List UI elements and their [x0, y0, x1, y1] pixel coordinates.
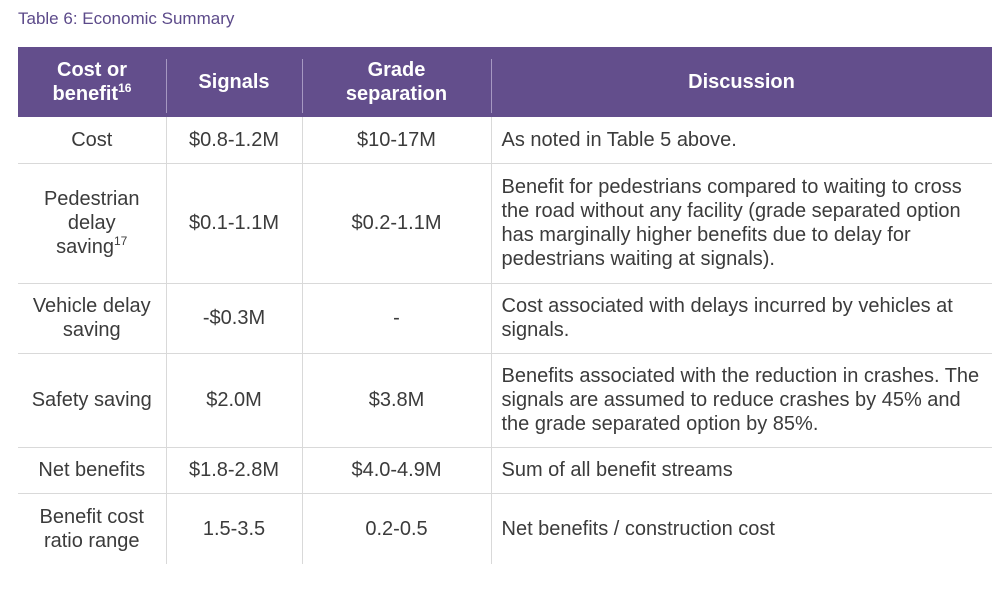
row-label: Cost	[71, 128, 113, 151]
signals-cell: $0.8-1.2M	[165, 117, 302, 164]
row-label: Safety saving	[31, 389, 152, 411]
table-row: Vehicle delay saving -$0.3M - Cost assoc…	[18, 283, 992, 354]
row-label-cell: Net benefits	[18, 447, 166, 494]
row-label: Benefit cost ratio range	[39, 505, 144, 552]
table-row: Safety saving $2.0M $3.8M Benefits assoc…	[18, 353, 992, 448]
table-row: Benefit cost ratio range 1.5-3.5 0.2-0.5…	[18, 493, 992, 564]
row-label-cell: Pedestrian delay saving17	[18, 163, 166, 284]
signals-cell: $1.8-2.8M	[165, 447, 302, 494]
header-grade-separation: Grade separation	[302, 47, 491, 117]
row-label-cell: Safety saving	[18, 353, 166, 448]
signals-cell: $0.1-1.1M	[165, 163, 302, 284]
row-label: Vehicle delay saving	[32, 295, 151, 341]
table-row: Net benefits $1.8-2.8M $4.0-4.9M Sum of …	[18, 447, 992, 494]
discussion-cell: Net benefits / construction cost	[490, 493, 992, 564]
discussion-cell: Cost associated with delays incurred by …	[490, 283, 992, 354]
table-row: Pedestrian delay saving17 $0.1-1.1M $0.2…	[18, 163, 992, 284]
header-cost-or-benefit-label: Cost or benefit	[52, 59, 127, 105]
table-body: Cost $0.8-1.2M $10-17M As noted in Table…	[18, 117, 992, 564]
table-header: Cost or benefit16 Signals Grade separati…	[18, 47, 992, 117]
discussion-cell: Sum of all benefit streams	[490, 447, 992, 494]
economic-summary-table: Cost or benefit16 Signals Grade separati…	[18, 47, 992, 564]
grade-separation-cell: $3.8M	[301, 353, 491, 448]
header-discussion: Discussion	[491, 47, 992, 117]
table-row: Cost $0.8-1.2M $10-17M As noted in Table…	[18, 117, 992, 164]
signals-cell: $2.0M	[165, 353, 302, 448]
signals-cell: -$0.3M	[165, 283, 302, 354]
header-signals: Signals	[166, 47, 302, 117]
row-label-cell: Vehicle delay saving	[18, 283, 166, 354]
row-label: Net benefits	[38, 459, 146, 481]
signals-cell: 1.5-3.5	[165, 493, 302, 564]
footnote-ref-17: 17	[113, 234, 128, 248]
grade-separation-cell: 0.2-0.5	[301, 493, 491, 564]
grade-separation-cell: $0.2-1.1M	[301, 163, 491, 284]
grade-separation-cell: -	[301, 283, 491, 354]
footnote-ref-16: 16	[118, 81, 132, 95]
discussion-cell: As noted in Table 5 above.	[490, 117, 992, 164]
row-label-cell: Benefit cost ratio range	[18, 493, 166, 564]
row-label: Pedestrian delay saving	[43, 188, 140, 258]
grade-separation-cell: $4.0-4.9M	[301, 447, 491, 494]
header-row: Cost or benefit16 Signals Grade separati…	[18, 47, 992, 117]
row-label-cell: Cost	[18, 117, 166, 164]
table-caption: Table 6: Economic Summary	[18, 9, 235, 28]
discussion-cell: Benefit for pedestrians compared to wait…	[490, 163, 992, 284]
header-cost-or-benefit: Cost or benefit16	[18, 47, 166, 117]
grade-separation-cell: $10-17M	[301, 117, 491, 164]
discussion-cell: Benefits associated with the reduction i…	[490, 353, 992, 448]
